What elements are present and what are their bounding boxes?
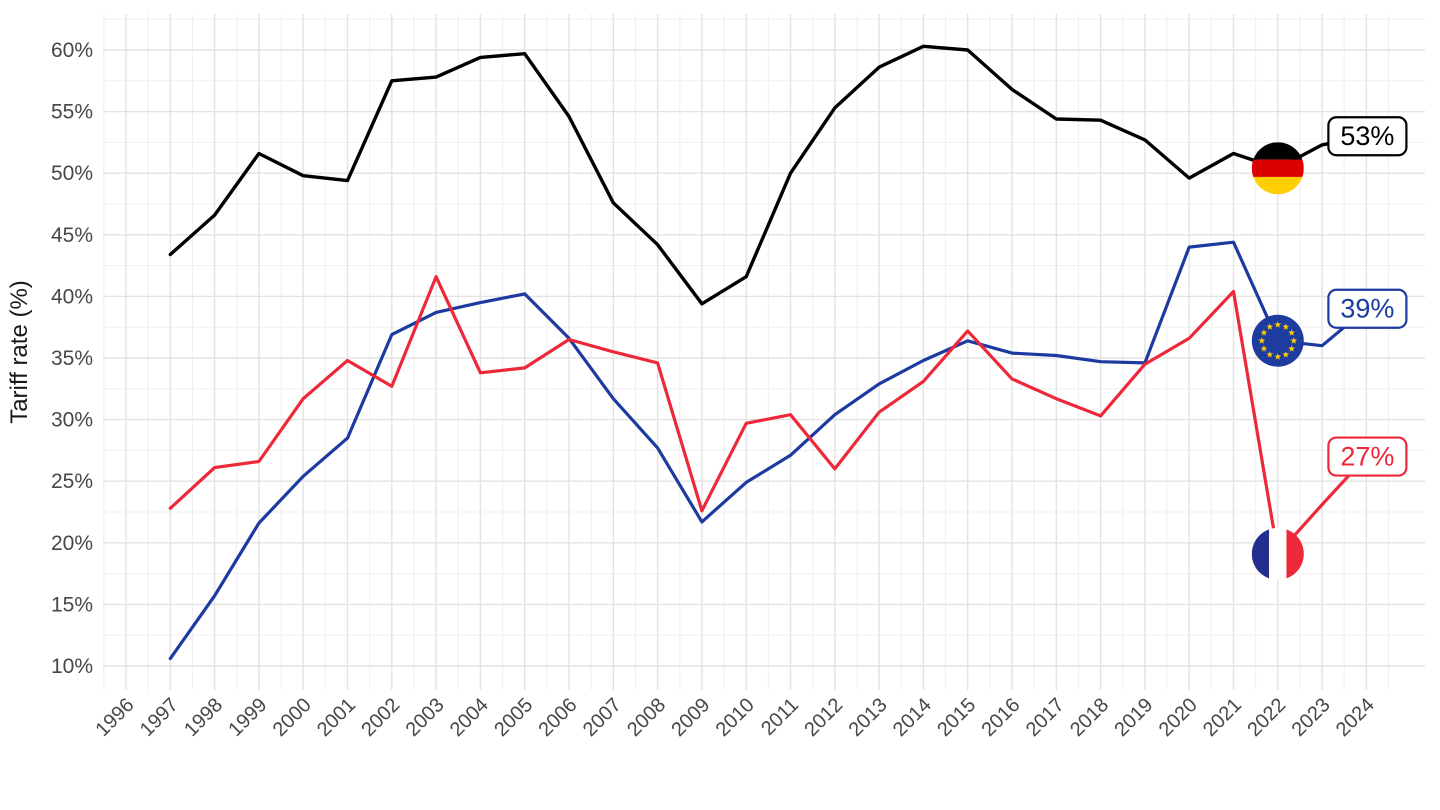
- y-tick-label-35%: 35%: [51, 347, 93, 370]
- end-label-box: [1327, 288, 1408, 329]
- x-tick-label-1999: 1999: [224, 694, 271, 741]
- y-tick-label-40%: 40%: [51, 285, 93, 308]
- eu-flag-star: [1260, 329, 1268, 336]
- eu-flag-star: [1266, 351, 1274, 358]
- flag-markers: [1251, 142, 1304, 580]
- fr-flag-icon: [1251, 527, 1304, 580]
- y-axis-tick-labels: 10% 15% 20% 25% 30% 35% 40% 45% 50% 55% 60%: [51, 39, 93, 678]
- x-tick-label-2002: 2002: [357, 694, 404, 741]
- x-tick-label-2013: 2013: [845, 694, 892, 741]
- x-axis-tick-labels: 1996199719981999200020012002200320042005…: [92, 694, 1379, 741]
- y-tick-label-25%: 25%: [51, 470, 93, 493]
- x-tick-label-2016: 2016: [978, 694, 1025, 741]
- eu-flag-icon: [1251, 314, 1304, 367]
- eu-flag-star: [1274, 321, 1282, 328]
- y-tick-label-20%: 20%: [51, 532, 93, 555]
- x-tick-label-1998: 1998: [180, 694, 227, 741]
- series-line-germany: [168, 44, 1369, 306]
- x-tick-label-1996: 1996: [92, 694, 139, 741]
- x-tick-label-2000: 2000: [269, 694, 316, 741]
- y-tick-label-15%: 15%: [51, 593, 93, 616]
- y-axis-title: Tariff rate (%): [6, 280, 33, 424]
- y-tick-label-30%: 30%: [51, 409, 93, 432]
- eu-flag-star: [1260, 345, 1268, 352]
- x-tick-label-2020: 2020: [1155, 694, 1202, 741]
- y-tick-label-60%: 60%: [51, 39, 93, 62]
- eu-flag-star: [1258, 337, 1266, 344]
- end-label-box: [1327, 116, 1408, 157]
- x-tick-label-2006: 2006: [535, 694, 582, 741]
- eu-flag-star: [1288, 329, 1295, 336]
- x-tick-label-2009: 2009: [667, 694, 714, 741]
- y-tick-label-50%: 50%: [51, 162, 93, 185]
- x-tick-label-2010: 2010: [712, 694, 759, 741]
- series-lines: [168, 44, 1369, 661]
- end-label-text: 53%: [1340, 121, 1394, 151]
- x-tick-label-2018: 2018: [1066, 694, 1113, 741]
- de-flag-icon: [1251, 142, 1304, 195]
- x-tick-label-2007: 2007: [579, 694, 626, 741]
- end-label-text: 27%: [1340, 442, 1394, 472]
- series-line-france: [168, 275, 1369, 556]
- x-tick-label-1997: 1997: [136, 694, 183, 741]
- x-tick-label-2022: 2022: [1243, 694, 1290, 741]
- end-value-labels: 53% 39% 27%: [1327, 116, 1408, 477]
- x-tick-label-2001: 2001: [313, 694, 360, 741]
- x-tick-label-2012: 2012: [800, 694, 847, 741]
- x-tick-label-2004: 2004: [446, 694, 493, 741]
- eu-flag-star: [1274, 353, 1282, 360]
- end-label-france: 27%: [1327, 436, 1408, 477]
- eu-flag-star: [1282, 351, 1290, 358]
- y-tick-label-55%: 55%: [51, 101, 93, 124]
- gridlines-major: [103, 14, 1425, 690]
- y-tick-label-45%: 45%: [51, 224, 93, 247]
- eu-flag-star: [1288, 345, 1295, 352]
- eu-flag-star: [1290, 337, 1298, 344]
- x-tick-label-2017: 2017: [1022, 694, 1069, 741]
- end-label-box: [1327, 436, 1408, 477]
- x-tick-label-2003: 2003: [402, 694, 449, 741]
- x-tick-label-2011: 2011: [757, 694, 803, 740]
- x-tick-label-2005: 2005: [490, 694, 537, 741]
- end-label-germany: 53%: [1327, 116, 1408, 157]
- x-tick-label-2019: 2019: [1110, 694, 1157, 741]
- x-tick-label-2015: 2015: [933, 694, 980, 741]
- y-tick-label-10%: 10%: [51, 655, 93, 678]
- x-tick-label-2023: 2023: [1288, 694, 1335, 741]
- x-tick-label-2024: 2024: [1332, 694, 1379, 741]
- x-tick-label-2008: 2008: [623, 694, 670, 741]
- gridlines-minor: [103, 14, 1425, 690]
- x-tick-label-2021: 2021: [1199, 694, 1246, 741]
- eu-flag-star: [1266, 323, 1274, 330]
- eu-flag-star: [1282, 323, 1290, 330]
- end-label-text: 39%: [1340, 294, 1394, 324]
- x-tick-label-2014: 2014: [889, 694, 936, 741]
- series-line-european-union: [168, 240, 1369, 661]
- end-label-european-union: 39%: [1327, 288, 1408, 329]
